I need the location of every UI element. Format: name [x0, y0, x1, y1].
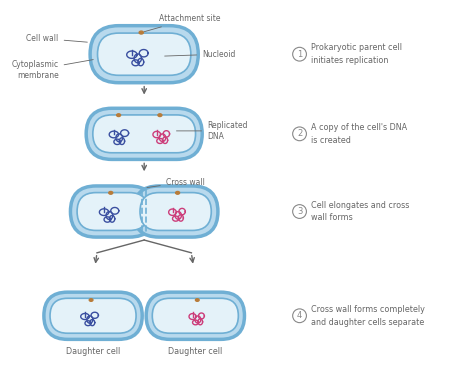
- FancyBboxPatch shape: [50, 298, 136, 333]
- Text: Cell wall: Cell wall: [27, 34, 87, 43]
- Ellipse shape: [109, 192, 113, 194]
- FancyBboxPatch shape: [90, 26, 198, 83]
- Text: 4: 4: [297, 311, 302, 320]
- FancyBboxPatch shape: [133, 186, 218, 237]
- Circle shape: [292, 309, 306, 323]
- Ellipse shape: [195, 299, 199, 301]
- Text: 3: 3: [297, 207, 302, 216]
- FancyBboxPatch shape: [140, 193, 211, 230]
- FancyBboxPatch shape: [146, 292, 245, 339]
- FancyBboxPatch shape: [86, 108, 202, 159]
- Text: Cell elongates and cross
wall forms: Cell elongates and cross wall forms: [311, 201, 410, 222]
- Text: Attachment site: Attachment site: [144, 14, 220, 32]
- Text: A copy of the cell's DNA
is created: A copy of the cell's DNA is created: [311, 123, 408, 145]
- Text: Cross wall: Cross wall: [147, 178, 205, 188]
- Text: Cross wall forms completely
and daughter cells separate: Cross wall forms completely and daughter…: [311, 305, 425, 327]
- Ellipse shape: [176, 192, 180, 194]
- Circle shape: [292, 127, 306, 141]
- FancyBboxPatch shape: [152, 298, 238, 333]
- Ellipse shape: [139, 31, 143, 34]
- Circle shape: [292, 205, 306, 218]
- FancyBboxPatch shape: [77, 193, 148, 230]
- Text: Nucleoid: Nucleoid: [164, 50, 236, 59]
- Ellipse shape: [158, 114, 162, 117]
- FancyBboxPatch shape: [98, 33, 191, 75]
- FancyBboxPatch shape: [44, 292, 142, 339]
- Text: Prokaryotic parent cell
initiates replication: Prokaryotic parent cell initiates replic…: [311, 43, 402, 65]
- Ellipse shape: [89, 299, 93, 301]
- Ellipse shape: [117, 114, 120, 117]
- Text: Daughter cell: Daughter cell: [168, 347, 222, 356]
- Text: Cytoplasmic
membrane: Cytoplasmic membrane: [11, 59, 93, 80]
- Text: 1: 1: [297, 50, 302, 59]
- Text: Daughter cell: Daughter cell: [66, 347, 120, 356]
- Text: 2: 2: [297, 129, 302, 138]
- FancyBboxPatch shape: [71, 186, 155, 237]
- Text: Replicated
DNA: Replicated DNA: [176, 121, 247, 141]
- FancyBboxPatch shape: [93, 115, 196, 153]
- Circle shape: [292, 47, 306, 61]
